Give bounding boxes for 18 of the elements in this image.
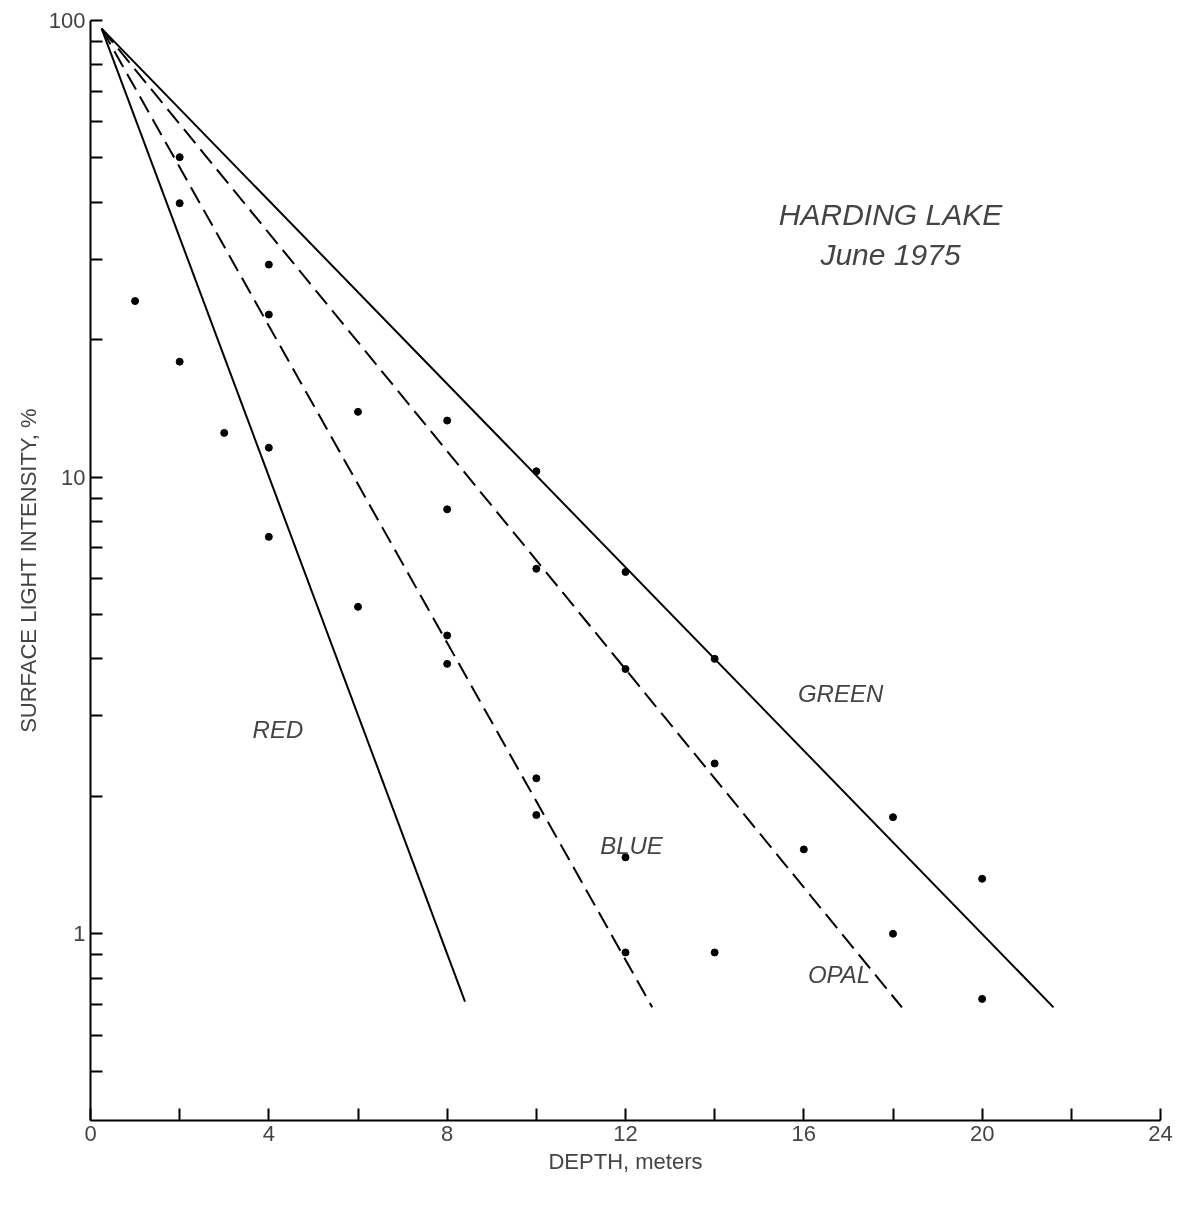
x-tick-label: 20 bbox=[969, 1120, 995, 1146]
x-tick-label: 16 bbox=[791, 1120, 817, 1146]
text: June 1975 bbox=[819, 237, 961, 271]
y-axis-title: SURFACE LIGHT INTENSITY, % bbox=[15, 408, 41, 733]
text: HARDING LAKE bbox=[778, 197, 1004, 231]
y-tick-label: 1 bbox=[73, 921, 86, 947]
series-label: OPAL bbox=[807, 960, 871, 988]
text: RED bbox=[252, 715, 304, 743]
x-axis-title: DEPTH, meters bbox=[548, 1148, 703, 1174]
x-tick-label: 0 bbox=[84, 1120, 97, 1146]
x-tick-label: 24 bbox=[1148, 1120, 1173, 1146]
x-tick-label: 4 bbox=[262, 1120, 275, 1146]
x-tick-label: 12 bbox=[613, 1120, 638, 1146]
series-label: GREEN bbox=[797, 680, 884, 708]
series-label: BLUE bbox=[600, 831, 664, 859]
y-tick-label: 10 bbox=[61, 464, 86, 490]
x-tick-label: 8 bbox=[441, 1120, 454, 1146]
y-tick-label: 100 bbox=[48, 8, 86, 33]
